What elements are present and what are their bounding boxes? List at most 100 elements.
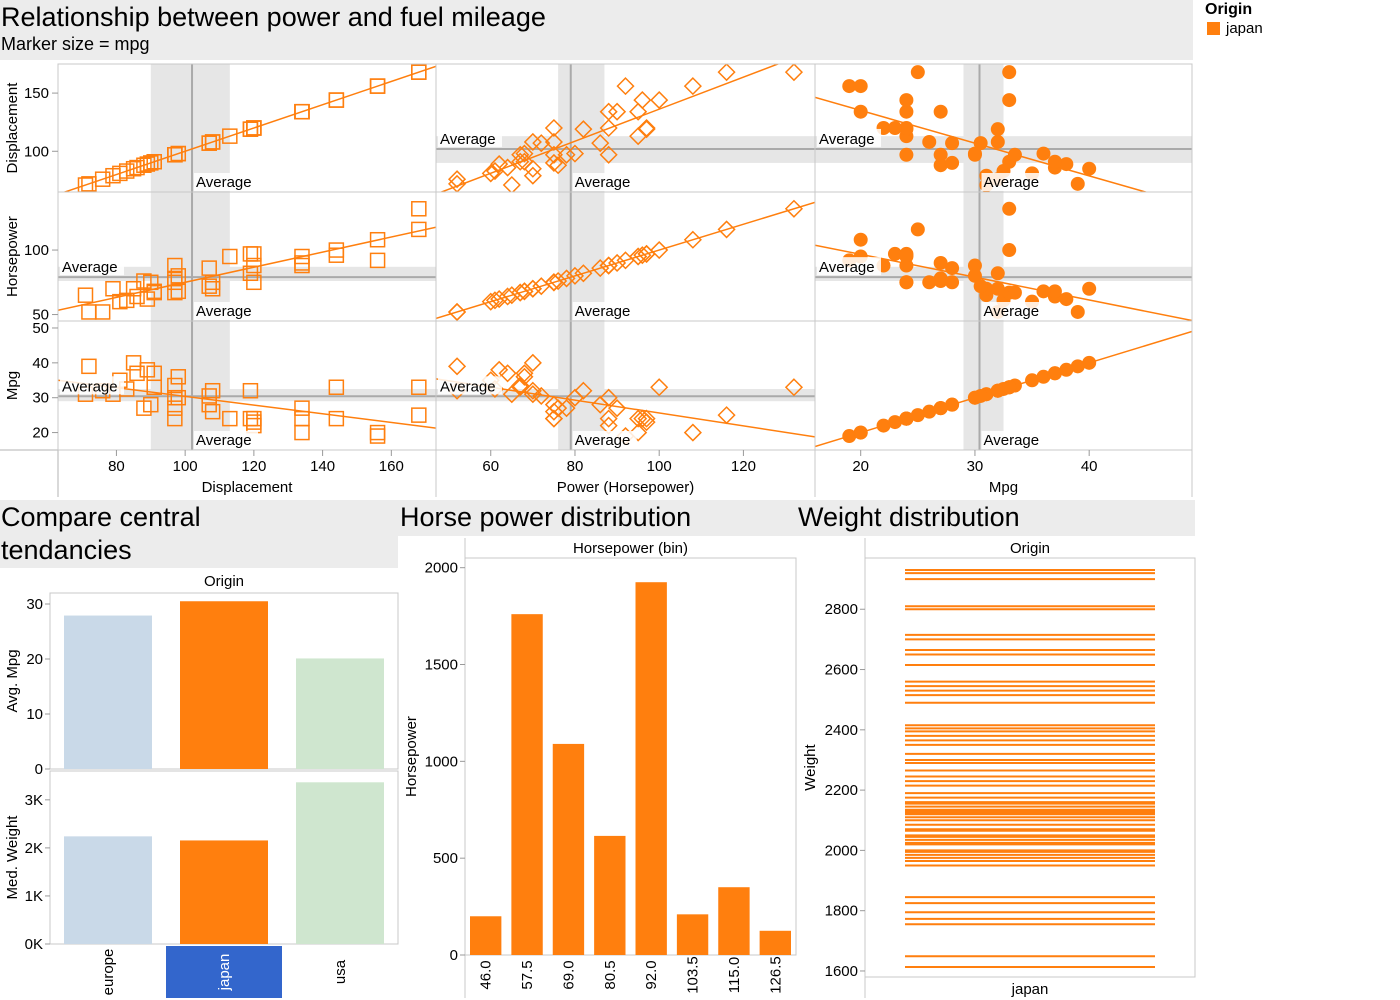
data-point [328, 242, 345, 258]
data-point [515, 282, 534, 301]
scatter-cell-mpg-vs-mpg: Average [814, 320, 1193, 451]
hp-bin-label: 92.0 [643, 960, 660, 989]
data-point [887, 121, 902, 135]
data-point [973, 388, 988, 403]
data-point [511, 152, 530, 171]
cell-content: Average [436, 192, 815, 321]
avg-label-vertical: Average [575, 432, 631, 449]
data-point [1036, 146, 1051, 161]
data-point [81, 358, 97, 375]
data-point [1002, 65, 1017, 80]
row-label-horsepower: Horsepower [4, 216, 21, 297]
legend-label: japan [1226, 20, 1263, 37]
cell-content: Average [815, 321, 1192, 450]
x-tick-label: 40 [1081, 458, 1098, 475]
data-point [629, 102, 648, 121]
data-point [616, 251, 635, 270]
avg-band-vertical [150, 321, 230, 450]
data-point [990, 281, 1005, 296]
data-point [973, 279, 988, 294]
legend-title: Origin [1205, 1, 1253, 18]
y-tick-label: 2K [25, 840, 43, 857]
data-point [447, 170, 467, 189]
hp-bin-label: 80.5 [602, 960, 619, 989]
hp-header-band [398, 500, 796, 536]
data-point [1007, 147, 1022, 162]
data-point [853, 104, 868, 119]
scatter-title: Relationship between power and fuel mile… [1, 2, 546, 32]
data-point [842, 429, 857, 444]
data-point [650, 91, 669, 110]
data-point [411, 221, 427, 238]
data-point [246, 414, 262, 430]
data-point [204, 382, 221, 399]
data-point [369, 78, 386, 94]
data-point [129, 365, 145, 382]
data-point [899, 147, 914, 162]
data-point [1082, 161, 1097, 176]
data-point [167, 400, 183, 416]
avg-label-horizontal: Average [440, 131, 496, 148]
data-point [143, 396, 159, 413]
y-tick-label: 0 [450, 947, 458, 964]
data-point [945, 136, 960, 151]
column-label-mpg: Mpg [989, 479, 1018, 496]
data-point [170, 145, 187, 162]
data-point [1047, 284, 1062, 299]
data-point [411, 64, 427, 80]
hp-bar [635, 582, 667, 955]
data-point [637, 118, 656, 138]
data-point [523, 279, 542, 298]
weight-column-header: Origin [1010, 540, 1050, 557]
data-point [1002, 201, 1017, 216]
avg-label-horizontal: Average [819, 259, 875, 276]
column-label-displacement: Displacement [202, 479, 294, 496]
data-point [1025, 373, 1040, 388]
data-point [204, 403, 221, 420]
bar-japan [180, 601, 268, 769]
data-point [574, 120, 593, 139]
data-point [515, 152, 534, 171]
avg-label-bg [572, 302, 637, 320]
data-point [990, 266, 1005, 281]
scatter-cell-horsepower-vs-mpg: Average Average [814, 191, 1193, 322]
data-point [608, 399, 627, 418]
data-point [1002, 380, 1017, 395]
y-tick-label: 0K [25, 936, 43, 953]
data-point [146, 365, 162, 382]
y-tick-label: 2600 [825, 662, 858, 679]
scatter-matrix: Average AverageAverageAverageAverageAvera… [0, 63, 1193, 497]
weight-ylabel: Weight [802, 743, 819, 790]
y-tick-label: 30 [32, 390, 49, 407]
data-point [899, 411, 914, 426]
data-point [591, 134, 610, 153]
category-label-japan: japan [216, 954, 233, 992]
trend-line [436, 201, 815, 320]
y-tick-label: 150 [24, 85, 49, 102]
hp-bin-label: 103.5 [685, 956, 702, 994]
data-point [557, 269, 576, 288]
data-point [616, 77, 635, 96]
data-point [129, 288, 145, 305]
data-point [990, 122, 1005, 137]
x-tick-label: 60 [482, 458, 499, 475]
central-column-header: Origin [204, 573, 244, 590]
y-tick-label: 20 [26, 651, 43, 668]
legend-item-japan[interactable]: japan [1207, 20, 1263, 37]
weight-title: Weight distribution [798, 502, 1020, 532]
data-point [922, 275, 937, 290]
data-point [683, 77, 702, 96]
y-tick-label: 3K [25, 792, 43, 809]
data-point [565, 144, 585, 163]
data-point [328, 410, 345, 427]
data-point [557, 145, 576, 164]
data-point [633, 409, 652, 428]
bar-usa [296, 658, 384, 769]
avg-band-vertical [558, 192, 605, 321]
avg-label-bg [572, 431, 637, 449]
data-point [1036, 369, 1051, 384]
scatter-cell-mpg-vs-displacement: Average Average [57, 320, 437, 451]
data-point [222, 248, 238, 265]
data-point [532, 386, 551, 406]
avg-label-vertical: Average [984, 174, 1040, 191]
